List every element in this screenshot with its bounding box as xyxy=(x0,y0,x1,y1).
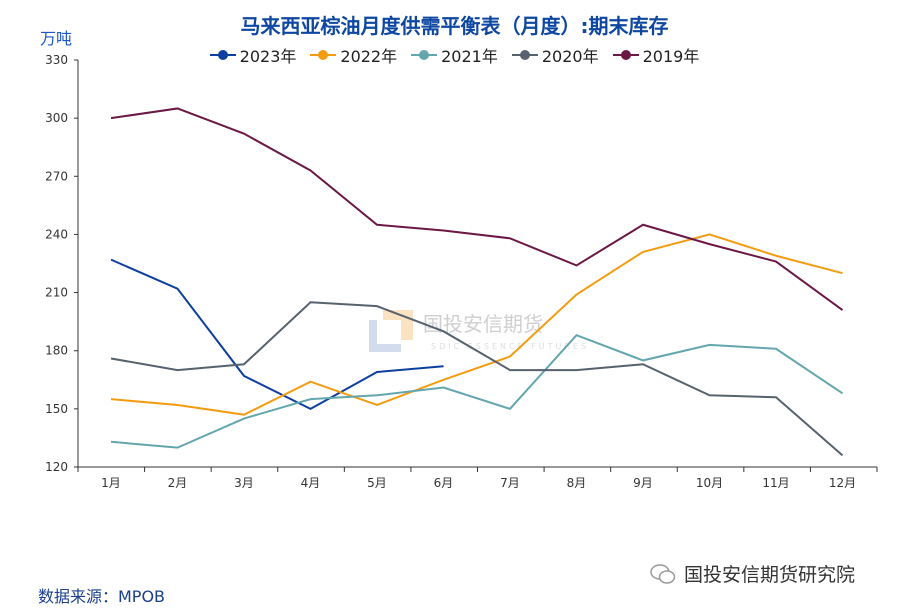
y-tick-label: 300 xyxy=(45,111,68,125)
x-tick-label: 3月 xyxy=(234,476,254,490)
legend-marker-icon xyxy=(209,50,236,60)
x-tick-label: 5月 xyxy=(367,476,387,490)
y-axis-unit: 万吨 xyxy=(40,29,73,48)
x-tick-label: 12月 xyxy=(829,476,856,490)
x-tick-label: 2月 xyxy=(168,476,188,490)
legend-marker-icon xyxy=(310,50,337,60)
legend-marker-icon xyxy=(511,50,538,60)
data-source: 数据来源：MPOB xyxy=(38,587,166,606)
legend: 2023年 2022年 2021年 2020年 2019年 xyxy=(0,43,909,67)
legend-item: 2019年 xyxy=(612,43,700,67)
legend-item: 2021年 xyxy=(411,43,498,67)
x-tick-label: 11月 xyxy=(762,476,789,490)
watermark-logo-icon xyxy=(369,310,413,352)
y-tick-label: 240 xyxy=(45,227,68,241)
x-tick-label: 7月 xyxy=(500,476,520,490)
y-tick-label: 180 xyxy=(45,344,68,358)
legend-label: 2020年 xyxy=(541,47,599,66)
wechat-icon xyxy=(650,563,676,584)
x-tick-label: 8月 xyxy=(567,476,587,490)
y-tick-label: 120 xyxy=(45,460,68,474)
series-line-2023年 xyxy=(110,258,444,410)
x-tick-label: 4月 xyxy=(301,476,321,490)
account-label: 国投安信期货研究院 xyxy=(650,560,855,587)
x-tick-label: 1月 xyxy=(101,476,121,490)
y-tick-label: 150 xyxy=(45,402,68,416)
series-line-2022年 xyxy=(110,233,843,416)
watermark: 国投安信期货 SDIC ESSENCE FUTURES xyxy=(365,308,586,362)
x-tick-label: 10月 xyxy=(696,476,723,490)
series-line-2021年 xyxy=(110,334,844,449)
y-tick-label: 330 xyxy=(45,53,68,67)
series-line-2020年 xyxy=(110,301,844,457)
legend-label: 2023年 xyxy=(239,47,297,66)
chart-title: 马来西亚棕油月度供需平衡表（月度）:期末库存 xyxy=(240,14,669,38)
legend-item: 2023年 xyxy=(209,43,297,67)
legend-marker-icon xyxy=(411,50,438,60)
legend-marker-icon xyxy=(612,50,639,60)
x-tick-label: 9月 xyxy=(633,476,653,490)
legend-item: 2022年 xyxy=(310,43,397,67)
legend-item: 2020年 xyxy=(511,43,599,67)
series-line-2019年 xyxy=(110,107,844,311)
y-tick-label: 270 xyxy=(45,169,68,183)
legend-label: 2019年 xyxy=(642,47,700,66)
y-tick-label: 210 xyxy=(45,286,68,300)
x-tick-label: 6月 xyxy=(434,476,454,490)
legend-label: 2022年 xyxy=(340,47,398,66)
legend-label: 2021年 xyxy=(441,47,498,66)
